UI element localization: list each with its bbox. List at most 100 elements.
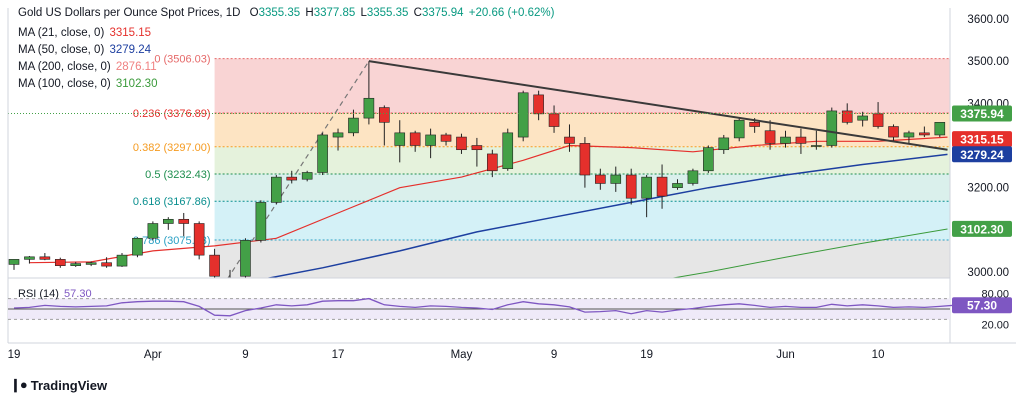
price-tag-label: 3102.30 — [960, 222, 1004, 236]
candle — [409, 132, 421, 146]
ma100-label: MA (100, close, 0) — [18, 78, 111, 90]
fib-zone-0 — [214, 58, 950, 114]
price-tag-label: 3279.24 — [960, 148, 1004, 162]
candle — [764, 130, 776, 144]
brand-name: TradingView — [30, 377, 108, 393]
ma21-legend[interactable]: MA (21, close, 0) 3315.15 — [18, 26, 153, 41]
candle — [533, 94, 544, 115]
candle — [85, 262, 97, 265]
candle — [178, 218, 190, 224]
candle — [872, 113, 884, 127]
candle — [919, 132, 930, 136]
y-tick-label: 3600.00 — [967, 14, 1009, 26]
tradingview-logo-icon: ❙● — [10, 377, 28, 392]
y-tick-label: 3200.00 — [967, 183, 1009, 195]
close-value: 3375.94 — [421, 7, 464, 19]
candle — [163, 218, 174, 224]
change-value: +20.66 (+0.62%) — [468, 7, 555, 19]
symbol-legend: Gold US Dollars per Ounce Spot Prices, 1… — [18, 6, 556, 21]
price-tag — [952, 220, 1012, 237]
candle — [857, 115, 868, 121]
candle — [703, 147, 714, 172]
y-tick-label: 3000.00 — [967, 267, 1009, 279]
candle — [826, 110, 838, 146]
ma21-value: 3315.15 — [109, 27, 152, 39]
rsi-label: RSI (14) — [18, 288, 59, 300]
candle — [440, 134, 452, 142]
low-label: L — [360, 7, 367, 19]
rsi-value: 57.30 — [64, 288, 92, 300]
ma200-value: 2876.11 — [115, 61, 157, 73]
candle — [240, 240, 251, 277]
candle — [54, 259, 66, 266]
candle — [39, 256, 51, 260]
x-tick-label: 10 — [872, 349, 885, 361]
candle — [517, 92, 529, 138]
candle — [841, 110, 853, 123]
rsi-legend[interactable]: RSI (14) 57.30 — [18, 287, 94, 302]
close-label: C — [413, 7, 422, 19]
candle — [656, 176, 668, 197]
ma100-line — [670, 228, 948, 278]
candle — [456, 136, 467, 151]
symbol-title: Gold US Dollars per Ounce Spot Prices, 1… — [18, 7, 241, 19]
fib-level-0.5-label: 0.5 (3232.43) — [145, 169, 210, 181]
candle — [672, 183, 683, 188]
fib-zone-0.618 — [214, 201, 950, 240]
candle — [101, 262, 112, 267]
y-tick-label: 3500.00 — [967, 56, 1009, 68]
candle — [502, 132, 514, 169]
tradingview-brand[interactable]: ❙● TradingView — [10, 376, 107, 394]
candle — [471, 145, 483, 151]
fib-level-0.618-label: 0.618 (3167.86) — [133, 196, 211, 208]
fib-level-0.382-label: 0.382 (3297.00) — [133, 142, 211, 154]
high-label: H — [305, 7, 314, 19]
x-tick-label: 9 — [551, 349, 557, 361]
candle — [8, 259, 20, 265]
low-value: 3355.35 — [366, 7, 409, 19]
candle — [317, 134, 328, 173]
x-tick-label: 19 — [8, 349, 21, 361]
candle — [394, 132, 406, 146]
ma100-legend[interactable]: MA (100, close, 0) 3102.30 — [18, 77, 159, 92]
price-tag — [952, 131, 1012, 148]
ma50-value: 3279.24 — [109, 44, 152, 56]
rsi-tick-label: 80.00 — [981, 288, 1009, 300]
price-tag — [952, 105, 1012, 122]
candle — [641, 176, 652, 199]
candle — [132, 237, 143, 256]
candle — [332, 132, 344, 138]
candle — [286, 176, 298, 181]
ma50-label: MA (50, close, 0) — [18, 44, 105, 56]
candle — [24, 256, 35, 260]
candle — [595, 174, 606, 184]
x-tick-label: Apr — [144, 349, 162, 361]
candle — [225, 278, 235, 280]
fib-zone-0.786 — [214, 239, 950, 278]
ma50-legend[interactable]: MA (50, close, 0) 3279.24 — [18, 43, 153, 58]
price-tag — [952, 146, 1012, 163]
candle — [425, 134, 436, 146]
candle — [687, 170, 699, 184]
x-tick-label: May — [451, 349, 473, 361]
rsi-line — [13, 297, 956, 317]
candle — [487, 153, 498, 172]
trendline — [368, 60, 948, 151]
candle — [193, 223, 205, 256]
x-tick-label: 17 — [332, 349, 345, 361]
candle — [70, 263, 82, 266]
candle — [209, 254, 220, 277]
candle — [579, 143, 591, 176]
open-label: O — [249, 7, 259, 19]
candle — [795, 136, 807, 144]
fib-level-1-label: 1 (2956.30) — [154, 285, 210, 297]
candle — [147, 223, 159, 239]
candle — [780, 136, 791, 144]
candle — [363, 97, 375, 119]
fib-zone-0.5 — [214, 173, 950, 202]
ma200-label: MA (200, close, 0) — [18, 61, 111, 73]
ma200-legend[interactable]: MA (200, close, 0) 2876.11 — [18, 60, 159, 75]
ma50-line — [265, 153, 948, 278]
candle — [718, 137, 730, 151]
